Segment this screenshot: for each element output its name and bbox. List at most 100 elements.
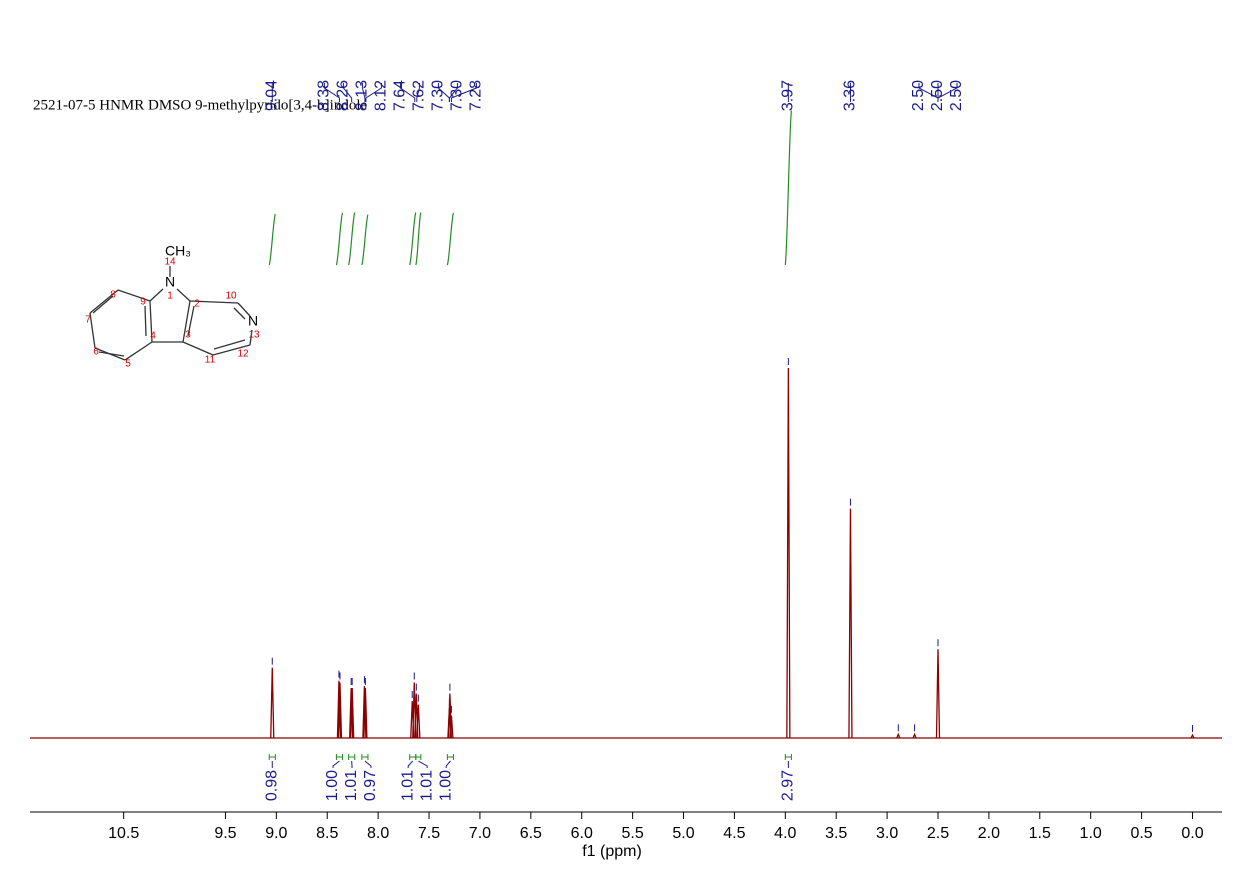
integral-curve [348, 212, 356, 266]
bond [149, 300, 153, 343]
peak-label-connector [342, 83, 353, 102]
x-tick-label: 3.5 [825, 825, 847, 842]
peak [848, 508, 853, 739]
atom-label: CH₃ [165, 243, 191, 259]
peak-label-connector [450, 83, 477, 102]
atom-label: N [165, 274, 175, 290]
integral-curve [446, 212, 455, 266]
x-tick-label: 7.0 [469, 825, 491, 842]
peak-label-connector [448, 83, 458, 102]
x-axis-label: f1 (ppm) [582, 843, 642, 860]
peak-label: 8.38 [316, 80, 333, 111]
peak [337, 682, 343, 739]
x-tick-label: 9.0 [265, 825, 287, 842]
x-tick-label: 5.5 [621, 825, 643, 842]
peak [416, 704, 421, 739]
x-tick-label: 5.0 [672, 825, 694, 842]
x-tick-label: 10.5 [108, 825, 139, 842]
integral-curve [361, 214, 369, 266]
peak [363, 688, 368, 739]
atom-label: 5 [125, 359, 131, 370]
x-tick-label: 2.5 [927, 825, 949, 842]
x-tick-label: 4.0 [774, 825, 796, 842]
integral-connector [332, 760, 340, 768]
atom-label: 8 [110, 290, 116, 301]
x-tick-label: 1.5 [1029, 825, 1051, 842]
integral-curve [784, 110, 793, 266]
atom-label: 1 [167, 291, 173, 302]
peak-label-connector [399, 83, 416, 102]
atom-label: 7 [85, 315, 91, 326]
integral-label: 0.97 [362, 770, 379, 801]
chart-title: 2521-07-5 HNMR DMSO 9-methylpyrido[3,4-b… [33, 97, 367, 113]
bond [182, 300, 191, 343]
peak [362, 686, 367, 739]
atom-label: 13 [248, 330, 260, 341]
bond [213, 339, 246, 350]
bond [144, 305, 147, 337]
peak-label-connector [416, 83, 420, 102]
integral-label: 1.01 [343, 770, 360, 801]
integral-bracket [335, 754, 344, 760]
peak [786, 367, 791, 739]
integral-curve [409, 212, 417, 266]
peak-label: 8.13 [354, 80, 371, 111]
atom-label: 10 [225, 291, 237, 302]
integral-connector [364, 760, 372, 768]
integral-connector [418, 760, 428, 768]
x-tick-label: 3.0 [876, 825, 898, 842]
peak [449, 715, 454, 739]
integral-label: 2.97 [780, 770, 797, 801]
bond [149, 288, 164, 302]
peak-label-connector [323, 83, 340, 102]
atom-label: 12 [237, 349, 249, 360]
atom-label: 3 [185, 330, 191, 341]
bond [249, 329, 253, 346]
atom-label: 14 [164, 257, 176, 268]
x-tick-label: 9.5 [214, 825, 236, 842]
bond [124, 341, 153, 361]
integral-bracket [268, 754, 276, 760]
peak-label: 7.64 [392, 80, 409, 111]
bond [233, 307, 246, 320]
integral-bracket [361, 754, 369, 760]
integral-label: 0.98 [263, 770, 280, 801]
peak [935, 649, 941, 739]
bond [117, 289, 151, 302]
peak [336, 680, 342, 739]
peak-label-connector [361, 83, 366, 102]
integral-bracket [446, 754, 454, 760]
peak-label: 2.50 [948, 80, 965, 111]
integral-curve [268, 213, 276, 266]
atom-label: 11 [205, 355, 216, 366]
integral-label: 1.01 [399, 770, 416, 801]
peak-label: 2.50 [910, 80, 927, 111]
integral-connector [407, 760, 414, 768]
x-tick-label: 2.0 [978, 825, 1000, 842]
integral-bracket [784, 754, 792, 760]
atom-label: 2 [194, 299, 200, 310]
integral-bracket [415, 754, 422, 760]
atom-label: N [248, 313, 258, 329]
integral-bracket [409, 754, 417, 760]
x-tick-label: 4.5 [723, 825, 745, 842]
bond [237, 302, 251, 317]
peak-label: 8.26 [335, 80, 352, 111]
x-tick-label: 6.0 [571, 825, 593, 842]
x-tick-label: 1.0 [1080, 825, 1102, 842]
peak [896, 732, 901, 739]
bond [89, 312, 96, 349]
integral-label: 1.00 [437, 770, 454, 801]
peak [270, 667, 275, 739]
peak-label: 8.12 [373, 80, 390, 111]
x-tick-label: 6.5 [520, 825, 542, 842]
peak-label: 7.62 [411, 80, 428, 111]
x-tick-label: 7.5 [418, 825, 440, 842]
atom-label: 6 [93, 347, 99, 358]
peak [912, 732, 917, 739]
atom-label: 9 [140, 297, 146, 308]
bond [189, 300, 239, 304]
bond [187, 305, 195, 337]
